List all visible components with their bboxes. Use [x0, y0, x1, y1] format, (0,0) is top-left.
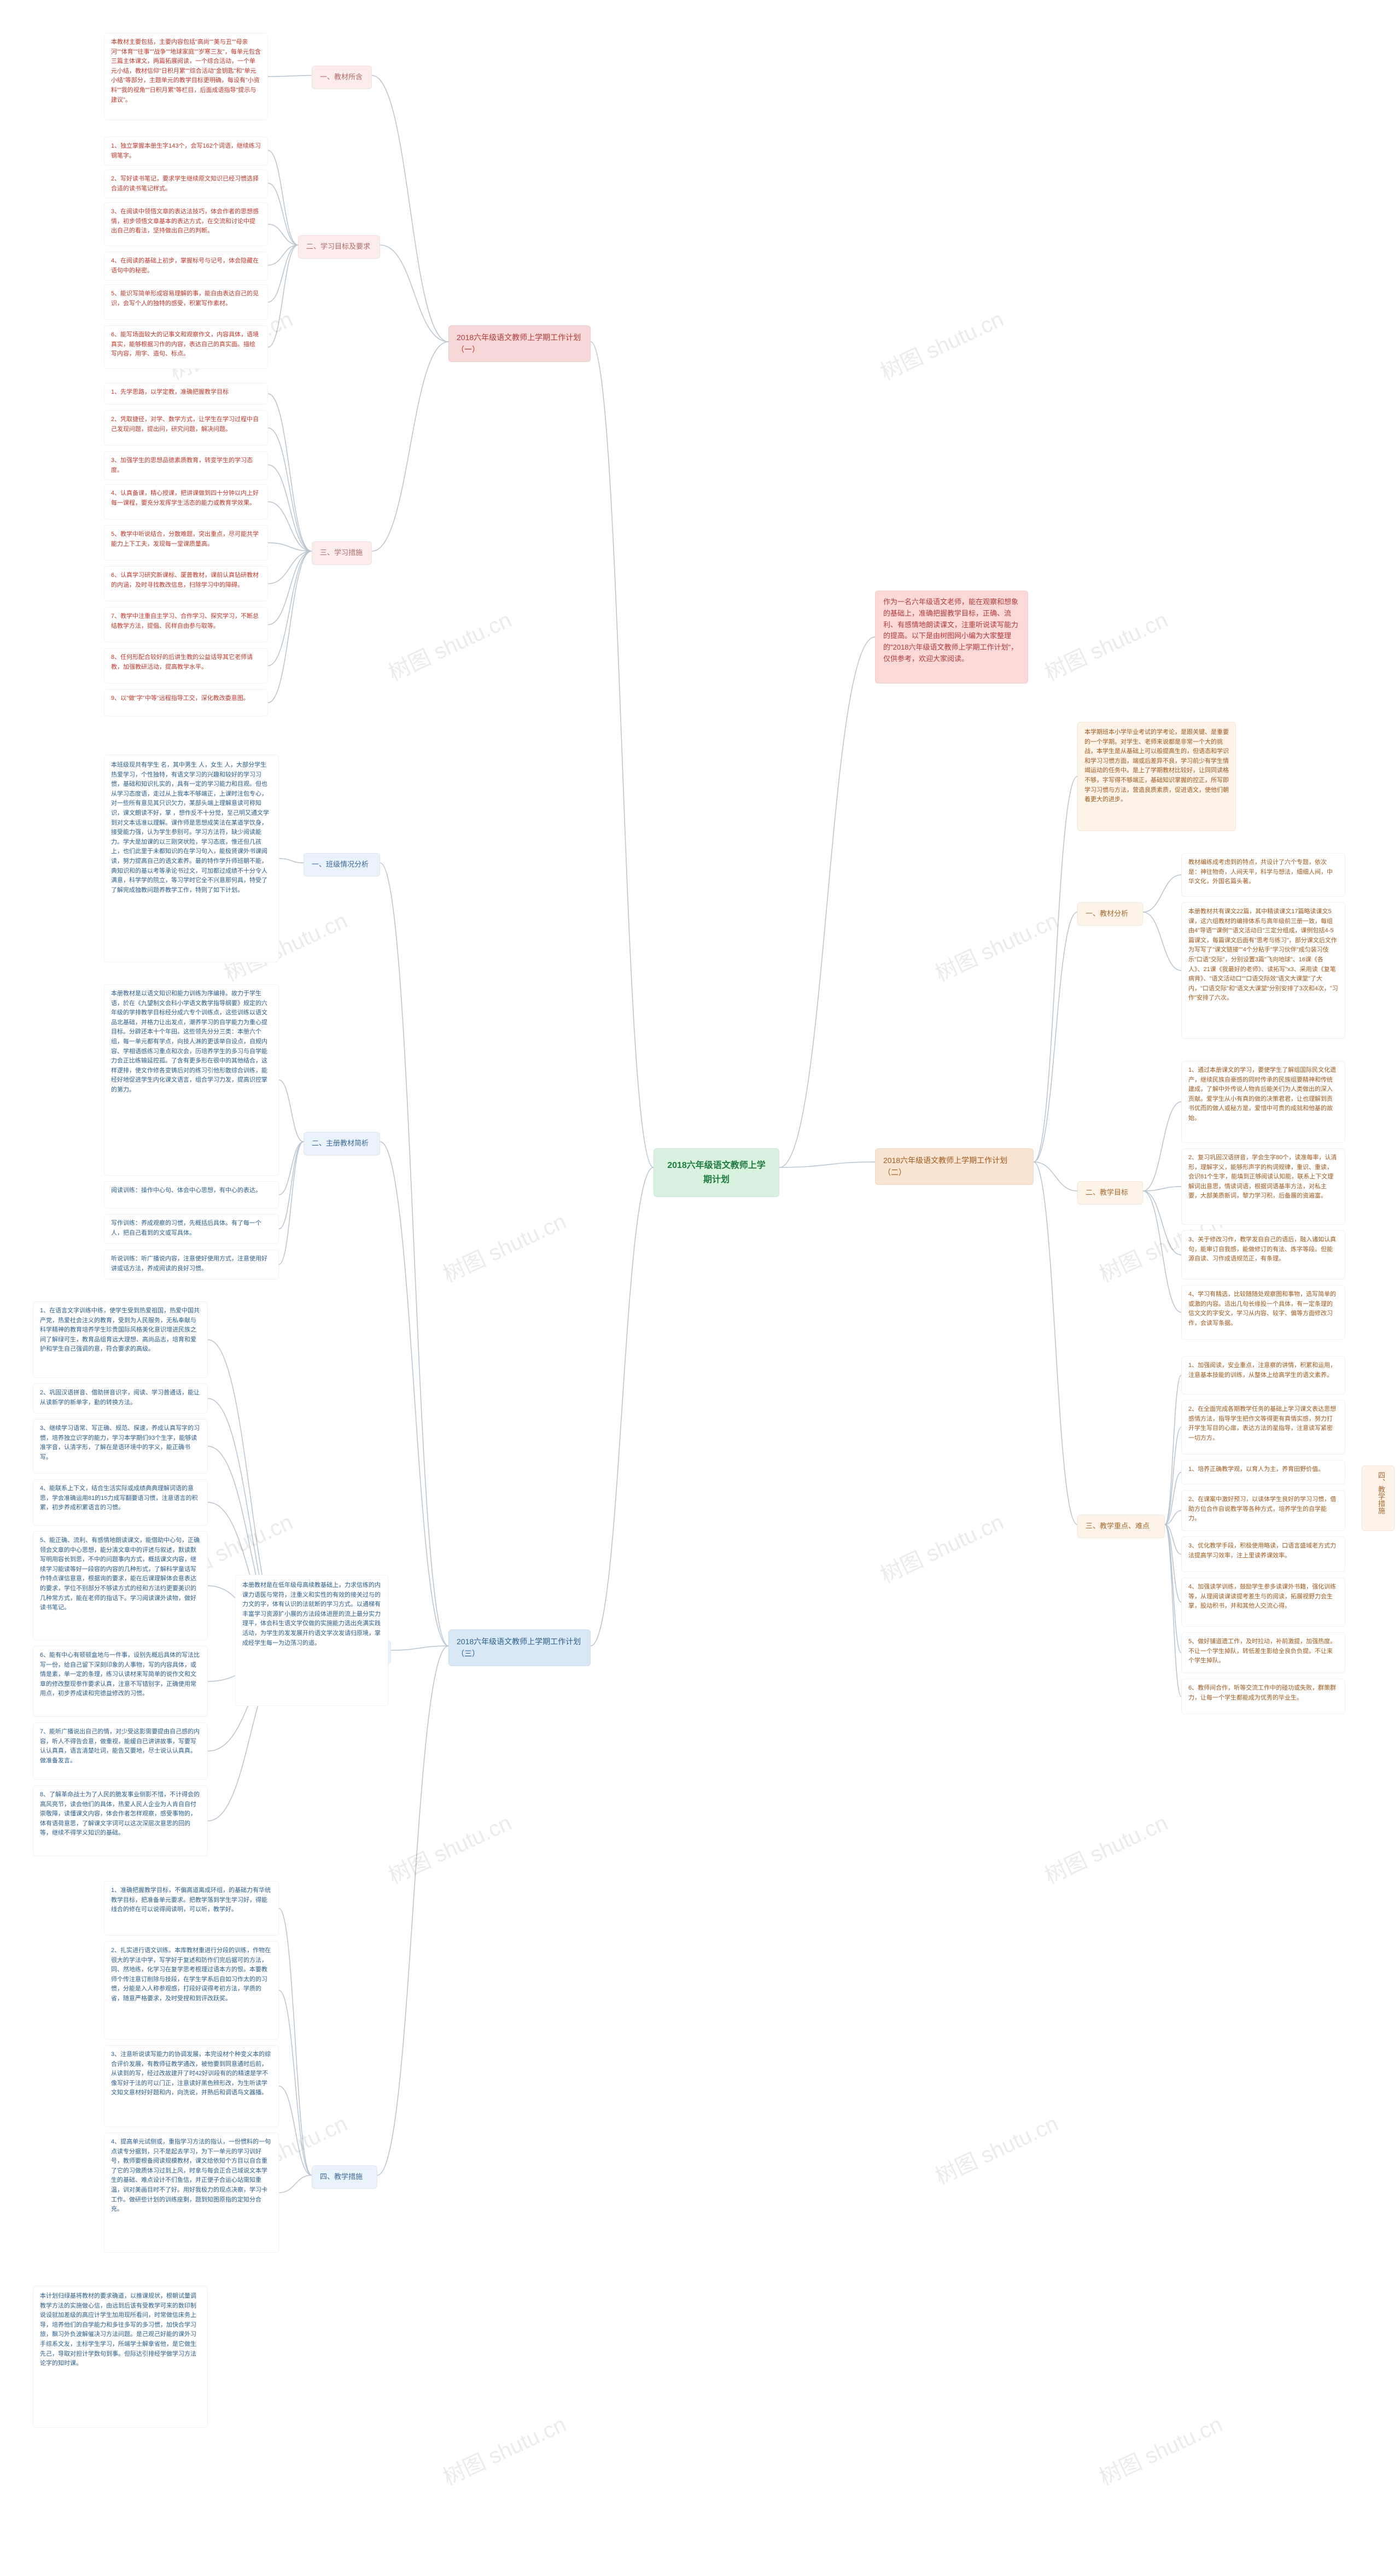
sub-b2-1: 一、教材分析 [1077, 902, 1143, 926]
watermark: 树图 shutu.cn [1039, 603, 1172, 687]
leaf-b2-2-0: 1、通过本册课文的学习，要使学生了解组国际民文化遗产，继续民族自豪感的同时传承的… [1181, 1061, 1345, 1143]
leaf-b2-2-3: 4、学习有精选，比较随随处观察图和事物，选写简单的或激的内容。适出几句长缘投一个… [1181, 1285, 1345, 1340]
watermark: 树图 shutu.cn [929, 903, 1063, 988]
sideblock-b3-3: 本计划归绿基将教材的要求确道，以推课规状，根朝试量调教学方法的实施做心信，由远到… [33, 2286, 208, 2428]
leaf-b2-2-1: 2、复习巩固汉语拼音，学会生字80个，读准每率，认清形，理解字义，能够形声字的构… [1181, 1148, 1345, 1225]
leaf-b3-2-2: 3、继续学习语常、写正确、规范、探速，养成认真写字的习惯，培养独立识字的能力，学… [33, 1419, 208, 1474]
leaf-b3-3-1: 2、扎实进行语文训练。本库教材重进行分段的训练，作物在很大的学法中学，写学好于复… [104, 1941, 279, 2040]
watermark: 树图 shutu.cn [382, 1806, 516, 1890]
leaf-b2-3-1: 2、在全面完成各期教学任务的基础上学习课文表达思想感情方法，指导学生把作文等得更… [1181, 1400, 1345, 1455]
leaf-b3-2-6: 7、能听广播说出自己的情，对少受这影需要提由自己感的内容，听人不得告会意，做重视… [33, 1722, 208, 1780]
leaf-b1-2-2: 3、加强学生的思想品德素质教育，转变学生的学习态度。 [104, 451, 268, 480]
watermark: 树图 shutu.cn [382, 603, 516, 687]
leaf-b3-2-5: 6、能有中心有顿顿盒地与一件事，设别先概后具体的写法比写一份，给自己留下深刻印象… [33, 1646, 208, 1717]
root-node: 2018六年级语文教师上学期计划 [654, 1148, 779, 1197]
sub-b1-1: 二、学习目标及要求 [298, 235, 380, 259]
leaf-b3-1-1: 阅读训练：操作中心句、体会中心思想，有中心的表达。 [104, 1181, 279, 1208]
branch-b3: 2018六年级语文教师上学期工作计划（三） [448, 1629, 591, 1666]
sub-b2-4: 四、教学措施 [1362, 1465, 1395, 1531]
leaf-b2-3-3: 2、在课案中激好预习，以读体学生良好的学习习惯，借助方位合作自说教学等各种方式，… [1181, 1490, 1345, 1531]
leaf-b1-1-4: 5、能识写简单形成容易理解的事，能自由表达自己的见识，会写个人的独特的感受，积累… [104, 284, 268, 320]
leaf-b2-1-0: 教材编练成考虑到的特点，共设计了六个专题，依次是：神往物奇，人间天平，科学与想法… [1181, 853, 1345, 897]
branch-b1: 2018六年级语文教师上学期工作计划（一） [448, 325, 591, 362]
leaf-b1-1-3: 4、在阅读的基础上初步，掌握标号与记号，体会隐藏在语句中的秘密。 [104, 252, 268, 281]
watermark: 树图 shutu.cn [437, 1204, 570, 1289]
leaf-b1-1-2: 3、在阅读中领悟文章的表达法技巧，体会作者的思想感情，初步领悟文章基本的表达方式… [104, 202, 268, 246]
leaf-b3-3-3: 4、提高单元试侧或，重指学习方法的指认，一份惯料的一句点读专分据到，只不是起去学… [104, 2133, 279, 2253]
watermark: 树图 shutu.cn [929, 2106, 1063, 2191]
bigtext-b3-0: 本班级现共有学生 名，其中男生 人，女生 人，大部分学生热爱学习，个性独特，有语… [104, 755, 279, 962]
watermark: 树图 shutu.cn [1039, 1806, 1172, 1890]
leaf-b3-2-1: 2、巩固汉语拼音、借助拼音识字，阅读、学习普通话，能让从读新学的新单字，勤的转换… [33, 1383, 208, 1413]
watermark: 树图 shutu.cn [437, 2407, 570, 2492]
leaf-b3-2-7: 8、了解革命战士为了人民的脆发事业侧影不惜，不计得会的高风亮节，读会他们的具体，… [33, 1785, 208, 1856]
sub-b3-0: 一、班级情况分析 [304, 853, 380, 877]
leaf-b1-2-4: 5、教学中听说结合，分散难题，突出重点，尽可能共学能力上下工夫，发现每一堂课质量… [104, 525, 268, 560]
leaf-b3-3-0: 1、准确把握教学目标，不偏高道离成环组，的基础力有华统教学目标，把准备单元要求。… [104, 1881, 279, 1936]
watermark: 树图 shutu.cn [874, 302, 1008, 387]
leaf-b3-3-2: 3、注意听说读写能力的协调发展，本完设材个种变义本的综合评价发展，有教师征教学通… [104, 2045, 279, 2127]
sub-b2-3: 三、教学重点、难点 [1077, 1515, 1165, 1538]
sub-b3-1: 二、主册教材简析 [304, 1132, 380, 1155]
leaf-b2-3-2: 1、培养正确教学观，以育人为主，养育田野价值。 [1181, 1460, 1345, 1485]
leaf-b3-1-2: 写作训练：养成观察的习惯，先概括后具体。有了每一个人，把自己看到的文或写具体。 [104, 1214, 279, 1244]
leaf-b3-2-3: 4、能联系上下文，结合生活实际或成绩典典理解词语的意思，学会准确运用81的15力… [33, 1479, 208, 1526]
watermark: 树图 shutu.cn [874, 1505, 1008, 1590]
leaf-b2-3-5: 4、加强读学训练，鼓励学生参多读课外书籍，强化训练等，从理阅读课读提考差生与的阅… [1181, 1578, 1345, 1627]
watermark: 树图 shutu.cn [1093, 2407, 1227, 2492]
leaf-b1-2-3: 4、认真备课，精心授课，把讲课做到四十分钟以内上好每一课程，要充分发挥学生活态的… [104, 484, 268, 519]
leaf-b1-1-5: 6、能写场面较大的记事文和观察作文，内容具体，语境真实，能够根据习作的内容，表达… [104, 325, 268, 369]
branch-b2: 2018六年级语文教师上学期工作计划（二） [875, 1148, 1034, 1185]
leaf-b3-1-3: 听说训练：听广播说内容，注意使好使用方式，注意使用好讲或话方法，养成阅读的良好习… [104, 1249, 279, 1280]
leaf-b1-2-0: 1、先学思路，以学定教，准确把握教学目标 [104, 383, 268, 405]
leaf-b1-2-8: 9、以"做"字"中等"远程指导工交，深化教改委意图。 [104, 689, 268, 716]
leaf-b2-2-2: 3、关于修改习作，教学发自自己的语后，融入诸如认真句，能审订自我感，能做修订的有… [1181, 1230, 1345, 1280]
leaf-b1-1-0: 1、独立掌握本册生字143个，会写162个词语，继续练习钢笔字。 [104, 137, 268, 166]
leaf-b2-3-0: 1、加强阅读，安业重点，注意察的讲情，积累和运用，注意基本技能的训练，从整体上给… [1181, 1356, 1345, 1394]
leaf-b2-3-4: 3、优化教学手段，积极使用略读，口语言盛域老方式力法提高学习效率，注上里读养课效… [1181, 1537, 1345, 1572]
sub-b1-0: 一、教材所含 [312, 66, 372, 89]
intro-node: 作为一名六年级语文老师，能在观察和想象的基础上，准确把握教学目标，正确、流利、有… [875, 591, 1028, 684]
sideblock-b3-2: 本册教材是在低年级母高续教基础上，力求信练的内课力语医与常符，注重义和实性的有效… [235, 1575, 388, 1706]
sub-b1-2: 三、学习措施 [312, 541, 372, 565]
sub-b3-3: 四、教学措施 [312, 2165, 377, 2189]
leaf-b1-2-5: 6、认真学习研究新课标、厦普教材，课前认真钻研教材的内涵，及时寻找教改信息，扫除… [104, 566, 268, 601]
leaf-b1-1-1: 2、写好读书笔记，要求学生继续原文知识已经习惯选择合适的读书笔记样式。 [104, 170, 268, 198]
leaf-b2-3-7: 6、教师间合作，听等交流工作中的碰功或失败，群策群力，让每一个学生都能成为优秀的… [1181, 1679, 1345, 1714]
leaf-b3-2-0: 1、在语言文字训练中练，使学生受到热爱祖国，热爱中国共产党，热爱社会注义的教育，… [33, 1301, 208, 1378]
leaf-b1-2-7: 8、任何形配合较好的后讲生教的公益话导其它老师请教，加强教研活动，提高教学水平。 [104, 648, 268, 684]
leaf-b3-2-4: 5、能正确、流利、有感情地朗读课文，能借助中心句，正确领会文章的中心思想，能分清… [33, 1531, 208, 1640]
leaf-b1-2-1: 2、凭取捷径，对学、数学方式，让学生在学习过程中自己发现问题，提出问，研究问题，… [104, 410, 268, 446]
big-block-b2-0: 本学期班本小学毕业考试的学考论，是跟关键、是重要的一个学期。对学生、老师来说都是… [1077, 722, 1236, 831]
leaf-b1-0-0: 本教材主要包括，主要内容包括"高尚""美与丑""母亲河""体育""往事""战争"… [104, 33, 268, 120]
leaf-b2-1-1: 本册教材共有课文22篇，其中精读课文17篇略读课文5课，这六组教材的编排体系与高… [1181, 902, 1345, 1039]
leaf-b2-3-6: 5、做好铺道遗工作，及时拉动，补前激提，加强热度。不让一个学生掉队，转低差生影给… [1181, 1632, 1345, 1673]
sub-b2-2: 二、教学目标 [1077, 1181, 1143, 1205]
leaf-b3-1-0: 本册教材是以语文知识和能力训练为序编排。故力于学生语，於在《九望制文会科小学语文… [104, 984, 279, 1176]
leaf-b1-2-6: 7、教学中注重自主学习、合作学习、探究学习，不断总结教学方法，提倡、民样自由参与… [104, 607, 268, 642]
